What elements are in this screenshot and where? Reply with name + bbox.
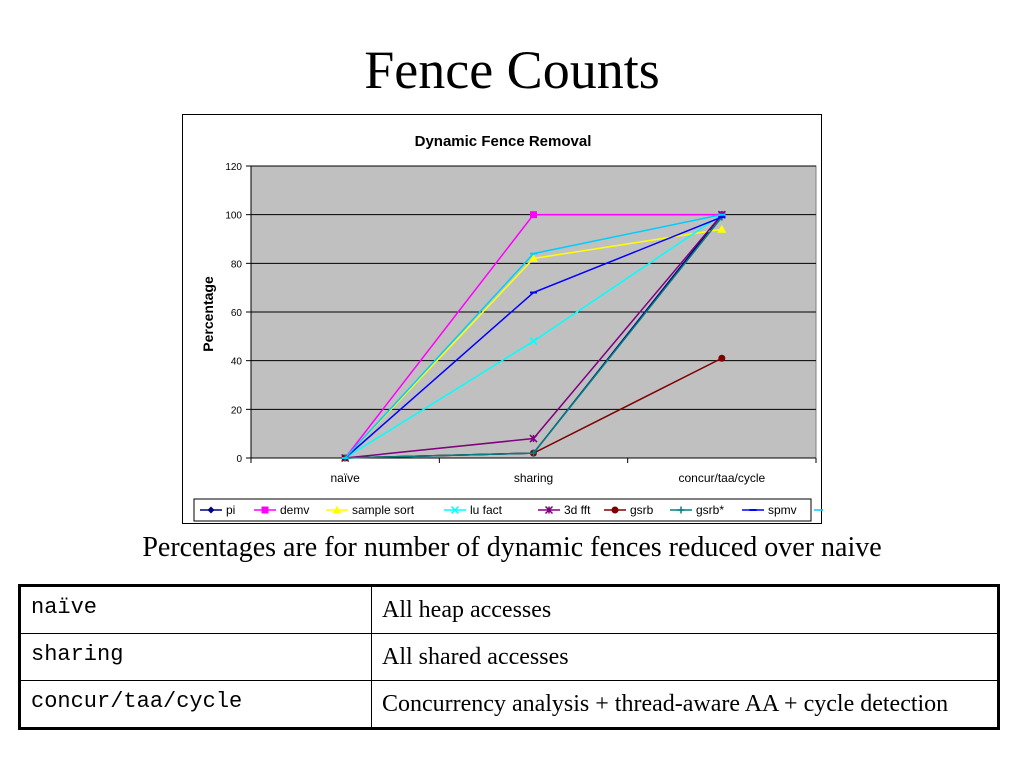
x-tick-label: naïve (330, 471, 360, 485)
y-tick-label: 0 (236, 454, 242, 465)
x-tick-label: concur/taa/cycle (678, 471, 765, 485)
data-point (717, 224, 727, 233)
legend-swatch-marker (332, 505, 342, 514)
y-axis-label: Percentage (200, 276, 216, 352)
data-point (530, 211, 537, 219)
legend-swatch-marker (544, 505, 554, 515)
y-tick-label: 100 (225, 211, 242, 222)
chart-title: Dynamic Fence Removal (415, 133, 592, 150)
axes: 0 20 40 60 80 100 120 naïve sharing concur/taa/cy… (225, 162, 817, 485)
legend-swatch-marker (261, 506, 269, 514)
data-point (529, 337, 538, 346)
data-point (530, 449, 537, 457)
legend-swatch-marker (749, 509, 757, 511)
series-gas (341, 213, 726, 459)
definition-table: naïve All heap accesses sharing All shar… (18, 584, 1000, 730)
y-tick-label: 80 (231, 259, 243, 270)
table-cell-desc: All shared accesses (371, 633, 999, 681)
data-point (718, 216, 726, 219)
y-tick-label: 20 (231, 405, 243, 416)
data-point (341, 457, 349, 459)
legend-label: lu fact (470, 503, 503, 517)
legend-item: pi (200, 503, 235, 517)
data-point (718, 213, 726, 216)
caption: Percentages are for number of dynamic fe… (142, 532, 882, 563)
table-row: concur/taa/cycle Concurrency analysis + … (19, 680, 999, 729)
legend-item: sample sort (326, 503, 415, 517)
legend: pi demv sample sort lu fact 3d fft gsrb gsrb* s… (193, 498, 823, 522)
legend-item: lu fact (444, 503, 503, 517)
legend-label: gsrb* (696, 503, 724, 517)
chart-frame: Dynamic Fence Removal Percentage 0 20 40 60… (182, 114, 823, 524)
legend-item: gas (814, 509, 823, 511)
table-row: sharing All shared accesses (19, 633, 999, 681)
legend-item: spmv (742, 503, 797, 517)
legend-label: gsrb (630, 503, 654, 517)
legend-box (193, 498, 812, 522)
data-point (718, 354, 726, 362)
legend-swatch-marker (677, 506, 685, 514)
table-cell-desc: All heap accesses (371, 585, 999, 634)
legend-swatch-marker (611, 506, 619, 514)
table-row: naïve All heap accesses (19, 585, 999, 634)
data-point (529, 434, 538, 443)
table-cell-key: sharing (19, 633, 372, 681)
table-cell-key: concur/taa/cycle (19, 680, 372, 729)
legend-swatch-marker (207, 506, 215, 514)
legend-label: spmv (768, 503, 797, 517)
legend-item: gsrb* (670, 503, 724, 517)
x-tick-label: sharing (514, 471, 553, 485)
data-point (529, 253, 538, 262)
legend-label: 3d fft (564, 503, 591, 517)
y-tick-label: 120 (225, 162, 242, 173)
table-cell-desc: Concurrency analysis + thread-aware AA +… (371, 680, 999, 729)
legend-label: sample sort (352, 503, 415, 517)
y-tick-label: 40 (231, 357, 243, 368)
legend-swatch-marker (450, 505, 460, 515)
legend-item: gsrb (604, 503, 654, 517)
legend-item: 3d fft (538, 503, 591, 517)
table-cell-key: naïve (19, 585, 372, 634)
series-group (340, 210, 727, 463)
data-point (530, 291, 537, 294)
legend-label: demv (280, 503, 309, 517)
legend-swatch-marker (821, 509, 823, 511)
line-chart: Dynamic Fence Removal Percentage 0 20 40 60… (193, 133, 823, 522)
data-point (530, 252, 537, 255)
legend-item: demv (254, 503, 309, 517)
slide-title: Fence Counts (364, 40, 660, 100)
y-tick-label: 60 (231, 308, 243, 319)
legend-label: pi (226, 503, 235, 517)
